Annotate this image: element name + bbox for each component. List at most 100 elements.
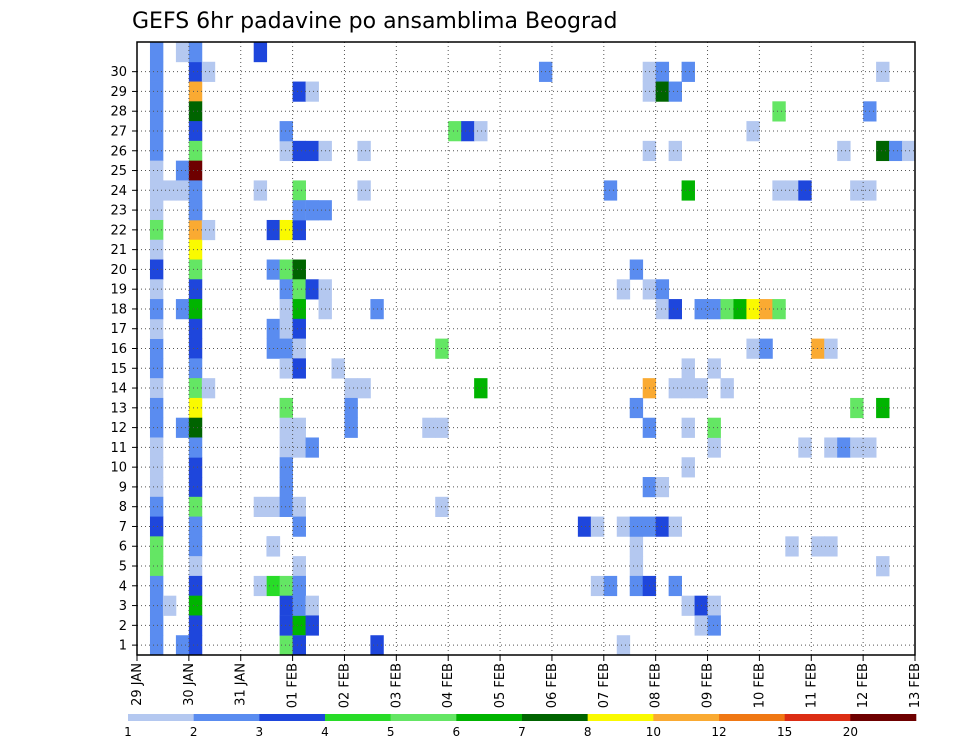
heatmap-cell [305, 279, 319, 300]
heatmap-cell [603, 575, 618, 597]
heatmap-cell [188, 595, 203, 616]
heatmap-cell [149, 318, 164, 340]
heatmap-cell [850, 397, 864, 419]
heatmap-cell [188, 516, 203, 537]
heatmap-cell [876, 140, 890, 162]
heatmap-cell [188, 417, 203, 438]
heatmap-cell [603, 180, 618, 201]
heatmap-cells [149, 42, 916, 656]
heatmap-cell [253, 496, 268, 517]
y-tick-label: 8 [119, 500, 127, 515]
heatmap-cell [175, 299, 190, 320]
heatmap-cell [707, 417, 721, 438]
heatmap-cell [279, 397, 293, 419]
legend-label: 8 [584, 725, 592, 739]
heatmap-cell [474, 378, 488, 399]
heatmap-cell [681, 595, 695, 616]
y-tick-label: 30 [110, 65, 127, 80]
x-tick-label: 12 FEB [856, 663, 871, 708]
y-tick-label: 23 [110, 204, 127, 219]
legend-swatch [193, 714, 260, 721]
heatmap-cell [149, 496, 164, 517]
heatmap-cell [188, 575, 203, 597]
heatmap-cell [616, 516, 631, 537]
legend-swatch [456, 714, 523, 721]
y-tick-label: 10 [110, 461, 127, 476]
heatmap-cell [279, 615, 293, 636]
heatmap-cell [188, 457, 203, 478]
heatmap-cell [850, 437, 864, 458]
heatmap-cell [149, 61, 164, 82]
heatmap-cell [175, 180, 190, 201]
heatmap-cell [149, 595, 164, 616]
y-tick-label: 11 [110, 441, 127, 456]
heatmap-cell [629, 516, 644, 537]
heatmap-cell [292, 556, 306, 577]
heatmap-cell [279, 299, 293, 320]
heatmap-cell [344, 397, 358, 419]
heatmap-cell [707, 358, 721, 379]
heatmap-cell [188, 121, 203, 142]
heatmap-cell [149, 160, 164, 181]
y-tick-label: 18 [110, 302, 127, 317]
heatmap-cell [149, 457, 164, 478]
heatmap-cell [785, 180, 799, 201]
legend-swatch [325, 714, 391, 721]
heatmap-cell [201, 219, 216, 241]
heatmap-cell [629, 536, 644, 557]
heatmap-cell [668, 378, 682, 399]
heatmap-cell [292, 81, 306, 102]
heatmap-cell [149, 81, 164, 102]
grid-lines [137, 42, 915, 655]
heatmap-cell [149, 358, 164, 379]
heatmap-cell [357, 140, 371, 162]
heatmap-cell [655, 516, 670, 537]
heatmap-cell [188, 477, 203, 498]
heatmap-cell [279, 219, 293, 241]
heatmap-cell [201, 378, 216, 399]
y-tick-label: 6 [119, 540, 127, 555]
heatmap-cell [720, 378, 734, 399]
heatmap-cell [175, 635, 190, 656]
heatmap-cell [681, 180, 695, 201]
heatmap-cell [149, 259, 164, 280]
heatmap-cell [279, 358, 293, 379]
heatmap-cell [149, 299, 164, 320]
heatmap-cell [188, 437, 203, 458]
x-tick-label: 06 FEB [545, 663, 560, 708]
heatmap-cell [279, 635, 293, 656]
heatmap-cell [201, 61, 216, 82]
y-axis-ticks: 1234567891011121314151617181920212223242… [110, 65, 137, 654]
heatmap-cell [279, 496, 293, 517]
heatmap-cell [707, 595, 721, 616]
heatmap-cell [759, 338, 773, 359]
chart-title: GEFS 6hr padavine po ansamblima Beograd [132, 9, 618, 34]
x-tick-label: 04 FEB [441, 663, 456, 708]
heatmap-cell [188, 378, 203, 399]
y-tick-label: 1 [119, 639, 127, 654]
x-tick-label: 11 FEB [804, 663, 819, 708]
y-tick-label: 20 [110, 263, 127, 278]
y-tick-label: 15 [110, 362, 127, 377]
heatmap-cell [292, 516, 306, 537]
heatmap-cell [253, 180, 268, 201]
heatmap-cell [655, 477, 670, 498]
heatmap-cell [279, 121, 293, 142]
y-tick-label: 29 [110, 85, 127, 100]
legend-label: 6 [453, 725, 461, 739]
heatmap-cell [292, 595, 306, 616]
heatmap-cell [655, 81, 670, 102]
legend-swatch [587, 714, 654, 721]
legend-label: 10 [646, 725, 661, 739]
x-tick-label: 08 FEB [649, 663, 664, 708]
heatmap-cell [824, 437, 838, 458]
heatmap-cell [188, 101, 203, 122]
color-legend: 1 2 3 4 5 6 7 8 10 12 15 20 [124, 714, 917, 739]
heatmap-cell [292, 279, 306, 300]
heatmap-cell [188, 496, 203, 517]
y-tick-label: 13 [110, 401, 127, 416]
heatmap-cell [149, 575, 164, 597]
heatmap-cell [188, 556, 203, 577]
heatmap-cell [188, 140, 203, 162]
heatmap-cell [305, 200, 319, 221]
